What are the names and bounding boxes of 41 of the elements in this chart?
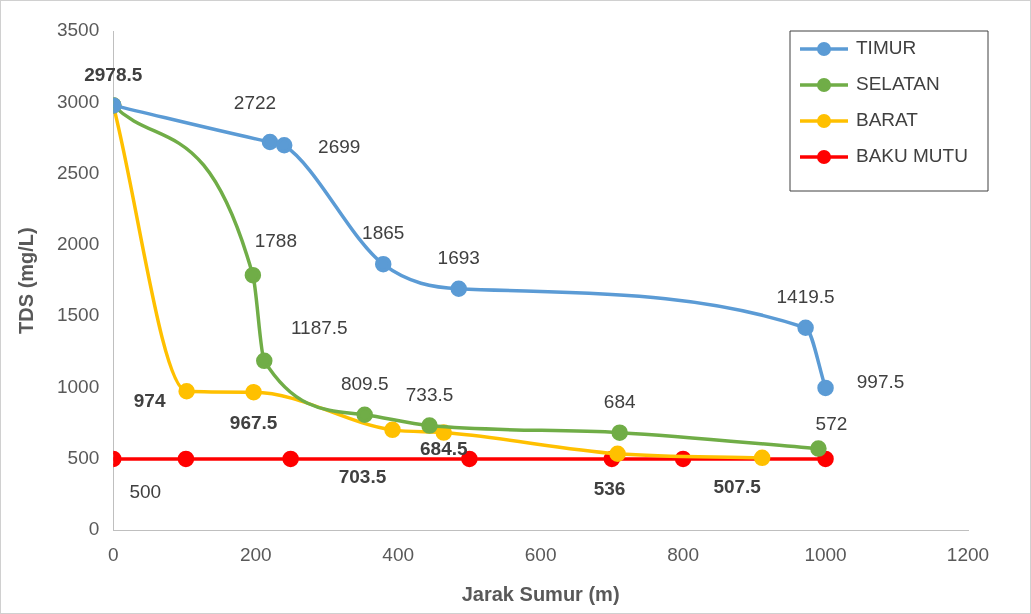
x-axis-title: Jarak Sumur (m)	[461, 582, 620, 605]
legend-label: SELATAN	[856, 73, 940, 95]
data-label: 1693	[437, 246, 480, 268]
data-label: 500	[129, 481, 162, 503]
data-label: 733.5	[405, 383, 454, 405]
x-tick-label: 600	[524, 543, 557, 565]
data-label: 507.5	[713, 476, 762, 498]
legend-label: BAKU MUTU	[856, 145, 968, 167]
y-tick-label: 2000	[56, 233, 100, 255]
data-label: 703.5	[338, 466, 387, 488]
y-tick-label: 0	[88, 518, 100, 540]
x-tick-label: 0	[107, 543, 119, 565]
data-label: 572	[815, 412, 848, 434]
data-label: 997.5	[856, 371, 905, 393]
x-tick-label: 1200	[946, 543, 990, 565]
y-tick-label: 1000	[56, 375, 100, 397]
y-tick-label: 500	[67, 447, 100, 469]
data-label: 1788	[254, 230, 298, 252]
data-label: 1865	[362, 222, 405, 244]
data-label: 2699	[318, 136, 361, 158]
data-label: 536	[593, 477, 626, 499]
x-tick-label: 400	[382, 543, 415, 565]
x-tick-label: 800	[667, 543, 699, 565]
x-tick-label: 1000	[804, 543, 847, 565]
legend-label: TIMUR	[856, 37, 917, 59]
y-tick-label: 3000	[56, 90, 100, 112]
data-label: 809.5	[340, 372, 389, 394]
legend-label: BARAT	[856, 109, 919, 131]
data-label: 974	[133, 389, 166, 411]
y-tick-label: 1500	[56, 304, 100, 326]
data-label: 2978.5	[84, 63, 143, 85]
data-label: 684	[603, 390, 636, 412]
data-label: 967.5	[229, 412, 278, 434]
data-label: 1187.5	[290, 317, 348, 339]
y-tick-label: 2500	[56, 161, 100, 183]
y-tick-label: 3500	[56, 19, 100, 41]
x-tick-label: 200	[239, 543, 272, 565]
data-label: 684.5	[419, 437, 468, 459]
data-label: 1419.5	[776, 285, 835, 307]
data-label: 2722	[233, 92, 277, 114]
y-axis-title: TDS (mg/L)	[14, 227, 37, 334]
